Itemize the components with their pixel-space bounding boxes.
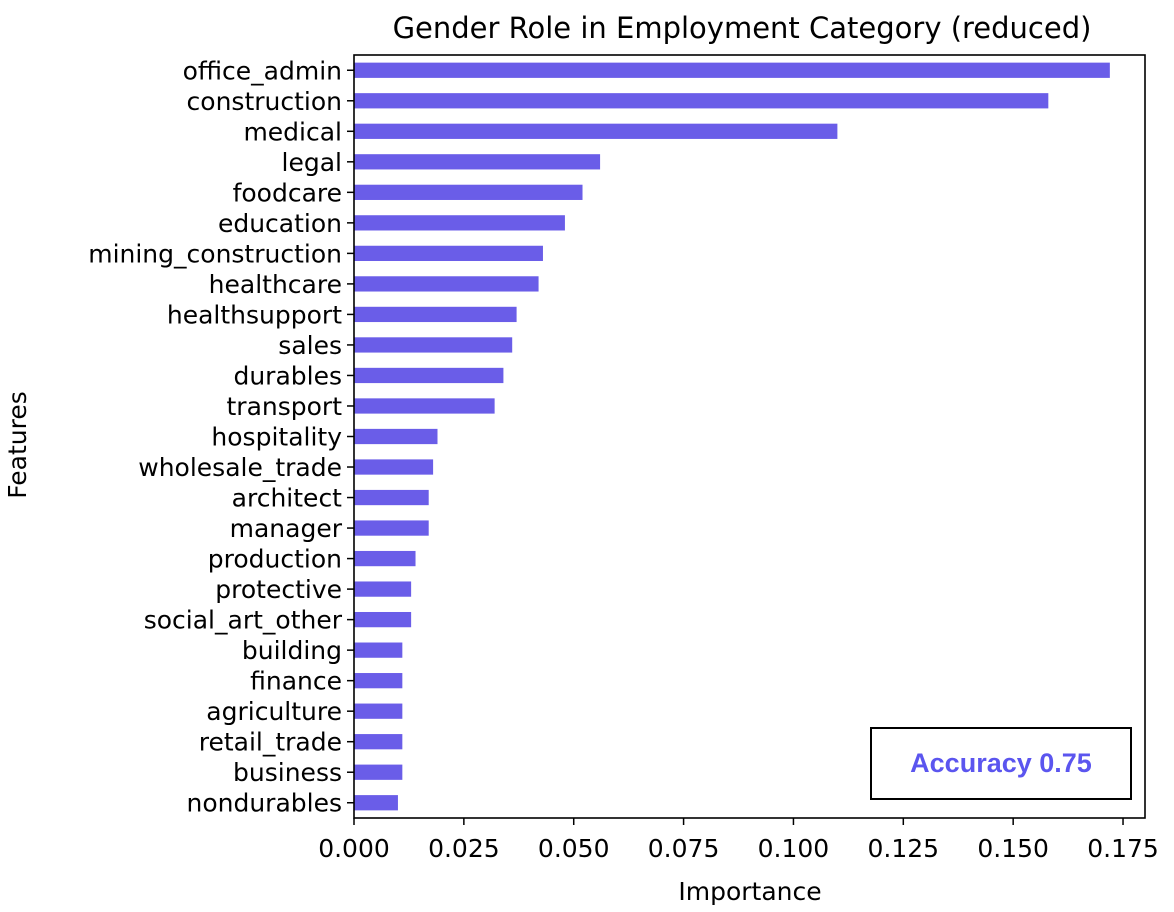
y-tick-label-transport: transport <box>226 392 342 421</box>
x-tick-label-1: 0.025 <box>428 834 500 863</box>
bar-education <box>354 215 565 231</box>
y-tick-label-building: building <box>242 636 342 665</box>
bar-legal <box>354 154 601 170</box>
x-axis-label: Importance <box>678 877 821 906</box>
y-tick-label-sales: sales <box>278 331 342 360</box>
bars-group <box>354 62 1110 811</box>
y-tick-label-mining_construction: mining_construction <box>88 239 342 268</box>
y-tick-label-durables: durables <box>233 361 342 390</box>
bar-finance <box>354 673 403 689</box>
y-tick-label-wholesale_trade: wholesale_trade <box>138 453 342 482</box>
x-tick-marks <box>353 818 1124 825</box>
y-tick-label-agriculture: agriculture <box>206 697 342 726</box>
y-tick-label-architect: architect <box>232 484 343 513</box>
y-tick-label-social_art_other: social_art_other <box>144 606 343 635</box>
bar-construction <box>354 93 1049 109</box>
accuracy-annotation-box: Accuracy 0.75 <box>870 727 1132 800</box>
y-tick-labels: office_adminconstructionmedicallegalfood… <box>88 56 343 817</box>
x-tick-label-4: 0.100 <box>758 834 830 863</box>
bar-agriculture <box>354 703 403 719</box>
bar-retail_trade <box>354 734 403 750</box>
bar-foodcare <box>354 184 583 200</box>
x-tick-label-5: 0.125 <box>868 834 940 863</box>
y-tick-label-foodcare: foodcare <box>233 178 342 207</box>
y-tick-label-finance: finance <box>250 667 342 696</box>
bar-medical <box>354 123 838 139</box>
x-tick-label-7: 0.175 <box>1087 834 1159 863</box>
x-tick-labels: 0.000 0.025 0.050 0.075 0.100 0.125 0.150 0.175 <box>318 834 1159 863</box>
y-tick-label-construction: construction <box>187 87 342 116</box>
bar-manager <box>354 520 429 536</box>
x-tick-label-2: 0.050 <box>538 834 610 863</box>
y-tick-label-education: education <box>218 209 342 238</box>
y-axis-label: Features <box>3 391 32 499</box>
y-tick-label-hospitality: hospitality <box>211 423 342 452</box>
bar-architect <box>354 489 429 506</box>
y-tick-label-production: production <box>208 545 342 574</box>
y-tick-label-healthcare: healthcare <box>209 270 342 299</box>
bar-business <box>354 764 403 780</box>
chart-title: Gender Role in Employment Category (redu… <box>393 11 1092 45</box>
y-tick-label-nondurables: nondurables <box>186 789 342 818</box>
y-tick-label-business: business <box>233 758 342 787</box>
bar-healthcare <box>354 276 539 292</box>
y-tick-label-manager: manager <box>230 514 343 543</box>
bar-production <box>354 550 416 567</box>
bar-social_art_other <box>354 611 412 628</box>
bar-durables <box>354 367 504 384</box>
y-tick-label-protective: protective <box>215 575 342 604</box>
bar-office_admin <box>354 62 1110 78</box>
bar-building <box>354 642 403 658</box>
accuracy-annotation: Accuracy 0.75 <box>910 748 1092 778</box>
x-tick-label-6: 0.150 <box>977 834 1049 863</box>
y-tick-marks <box>347 69 354 804</box>
y-tick-label-retail_trade: retail_trade <box>199 728 342 757</box>
bar-healthsupport <box>354 306 517 323</box>
bar-protective <box>354 581 412 597</box>
bar-sales <box>354 337 513 353</box>
bar-nondurables <box>354 795 398 811</box>
y-tick-label-office_admin: office_admin <box>183 56 342 85</box>
x-tick-label-3: 0.075 <box>648 834 720 863</box>
bar-mining_construction <box>354 245 543 262</box>
x-tick-label-0: 0.000 <box>318 834 390 863</box>
y-tick-label-legal: legal <box>282 148 342 177</box>
plot-frame <box>353 54 1146 819</box>
bar-hospitality <box>354 428 438 445</box>
y-tick-label-healthsupport: healthsupport <box>167 300 342 329</box>
bar-transport <box>354 398 495 414</box>
bar-wholesale_trade <box>354 459 434 475</box>
y-tick-label-medical: medical <box>243 117 342 146</box>
